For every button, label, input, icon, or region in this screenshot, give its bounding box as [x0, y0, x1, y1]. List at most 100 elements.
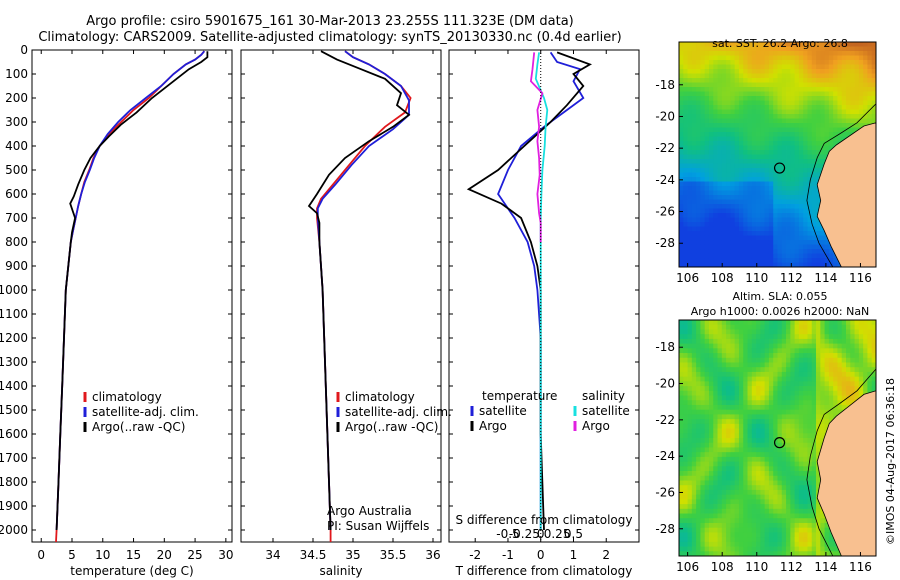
map-cell	[747, 376, 753, 382]
map-cell	[696, 190, 701, 196]
map-cell	[679, 522, 684, 529]
map-cell	[794, 518, 800, 524]
map-cell	[687, 168, 693, 173]
map-cell	[747, 442, 753, 448]
map-cell	[743, 386, 748, 392]
map-cell	[738, 461, 744, 467]
map-cell	[751, 513, 757, 519]
map-cell	[811, 190, 817, 196]
map-cell	[696, 145, 701, 151]
map-cell	[798, 320, 804, 326]
map-cell	[743, 42, 748, 47]
map-cell	[807, 109, 813, 115]
map-cell	[743, 471, 748, 477]
map-cell	[721, 442, 727, 448]
map-cell	[747, 334, 753, 340]
map-x-tick-label: 108	[711, 271, 734, 285]
map-cell	[781, 400, 787, 406]
map-cell	[700, 235, 706, 241]
map-cell	[679, 513, 684, 519]
map-cell	[760, 419, 766, 425]
map-cell	[846, 362, 851, 368]
map-cell	[721, 452, 727, 458]
map-cell	[811, 177, 817, 182]
map-cell	[773, 123, 778, 128]
map-cell	[811, 362, 817, 368]
map-cell	[760, 324, 766, 330]
map-x-tick-label: 112	[780, 271, 803, 285]
map-cell	[683, 195, 688, 200]
map-cell	[704, 87, 710, 92]
map-cell	[816, 353, 821, 359]
map-cell	[786, 114, 791, 119]
map-cell	[803, 69, 808, 74]
map-cell	[747, 244, 753, 250]
map-cell	[700, 226, 706, 232]
credit-stamp: ©IMOS 04-Aug-2017 06:36:18	[884, 378, 897, 545]
map-cell	[820, 522, 826, 529]
map-cell	[777, 258, 783, 263]
map-cell	[777, 235, 783, 241]
map-cell	[717, 177, 723, 182]
map-cell	[726, 141, 731, 146]
map-cell	[824, 69, 830, 74]
map-cell	[854, 357, 860, 363]
map-cell	[777, 46, 783, 52]
map-cell	[730, 78, 736, 83]
map-cell	[794, 404, 800, 411]
map-cell	[773, 404, 778, 411]
map-cell	[837, 343, 843, 349]
map-cell	[816, 343, 821, 349]
map-cell	[721, 324, 727, 330]
map-cell	[811, 546, 817, 552]
map-cell	[777, 195, 783, 200]
map-cell	[803, 87, 808, 92]
map-cell	[841, 386, 847, 392]
map-cell	[679, 118, 684, 124]
map-cell	[820, 159, 826, 164]
map-cell	[777, 546, 783, 552]
map-cell	[747, 141, 753, 146]
map-cell	[726, 159, 731, 164]
map-cell	[743, 114, 748, 119]
map-cell	[691, 73, 697, 79]
map-cell	[756, 324, 761, 330]
map-cell	[854, 390, 860, 396]
map-cell	[708, 499, 714, 505]
map-cell	[781, 195, 787, 200]
map-cell	[756, 145, 761, 151]
map-cell	[730, 485, 736, 491]
map-cell	[786, 546, 791, 552]
map-cell	[790, 55, 796, 61]
land-mass	[816, 122, 877, 268]
map-cell	[777, 324, 783, 330]
map-cell	[837, 46, 843, 52]
map-cell	[820, 231, 826, 236]
map-cell	[726, 371, 731, 378]
map-cell	[683, 199, 688, 205]
map-cell	[708, 127, 714, 133]
map-cell	[708, 357, 714, 363]
map-cell	[850, 381, 855, 387]
map-cell	[790, 69, 796, 74]
map-cell	[743, 55, 748, 61]
map-cell	[726, 348, 731, 354]
map-cell	[867, 73, 873, 79]
map-cell	[717, 163, 723, 169]
map-cell	[708, 141, 714, 146]
depth-tick-label: 700	[5, 211, 28, 225]
map-cell	[713, 172, 718, 178]
map-cell	[704, 217, 710, 223]
map-cell	[786, 551, 791, 557]
map-cell	[696, 150, 701, 155]
map-cell	[768, 504, 774, 510]
map-cell	[683, 262, 688, 268]
map-cell	[863, 64, 868, 70]
map-cell	[700, 471, 706, 477]
map-cell	[738, 409, 744, 415]
map-cell	[871, 78, 877, 83]
map-cell	[751, 163, 757, 169]
map-cell	[687, 172, 693, 178]
map-cell	[781, 499, 787, 505]
map-cell	[713, 532, 718, 538]
